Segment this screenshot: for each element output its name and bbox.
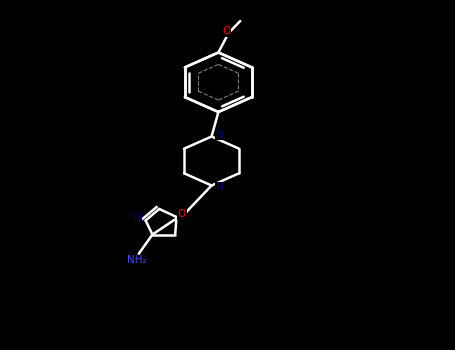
Text: N: N: [216, 182, 224, 192]
Text: N: N: [216, 130, 224, 140]
Text: N: N: [133, 213, 142, 223]
Text: O: O: [178, 209, 186, 219]
Text: O: O: [222, 27, 230, 36]
Text: NH₂: NH₂: [126, 255, 147, 265]
